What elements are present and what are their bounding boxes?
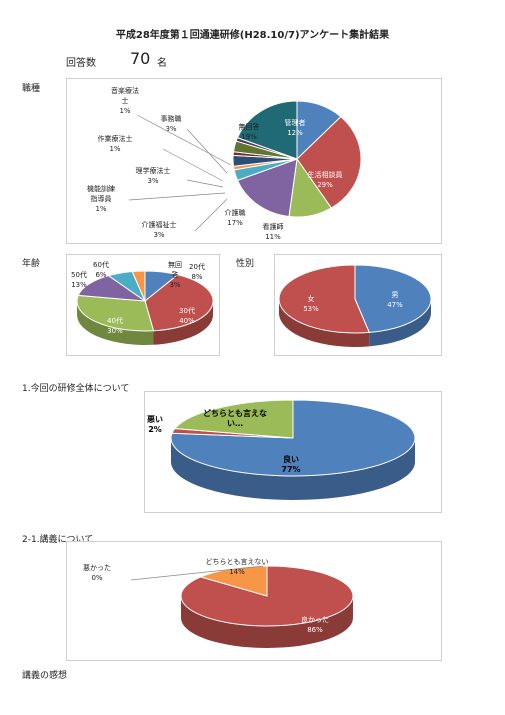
q2-label-0: 良かった 86% <box>301 615 329 634</box>
occupation-leader-6 <box>186 179 224 188</box>
age-label-3: 50代 13% <box>71 270 87 289</box>
age-label-1: 30代 40% <box>179 306 195 325</box>
occupation-label-8: 事務職 3% <box>161 114 182 133</box>
gender-chart-frame: 男 47% 女 53% <box>274 254 442 356</box>
age-slice-5 <box>131 270 146 302</box>
responses-count: 70 <box>130 49 151 68</box>
section-occupation: 職種 <box>22 84 41 94</box>
gender-slice-0 <box>354 264 432 333</box>
section-age: 年齢 <box>22 259 41 269</box>
q2-label-2: どちらとも言えない 14% <box>206 557 269 576</box>
q1-chart-frame: 良い 77% 悪い 2% どちらとも言えない… <box>144 391 442 513</box>
occupation-label-2: 看護師 11% <box>263 222 284 241</box>
q2-label-1: 悪かった 0% <box>83 564 111 582</box>
occupation-leader-8 <box>186 128 228 174</box>
responses-unit: 名 <box>157 58 167 69</box>
occupation-slice-10 <box>236 100 298 160</box>
occupation-pie-chart: 管理者 12% 生活相談員 29% 看護師 11% 介護職 17% 介護福祉士 3% 機能訓練指導員… <box>87 86 362 241</box>
q1-label-0: 良い 77% <box>281 454 300 474</box>
section-q1: 1.今回の研修全体について <box>22 384 130 394</box>
gender-slice-1 <box>278 264 370 334</box>
age-label-4: 60代 6% <box>93 260 109 279</box>
q1-pie-chart: 良い 77% 悪い 2% どちらとも言えない… <box>147 399 416 500</box>
occupation-label-5: 機能訓練指導員 1% <box>87 184 115 213</box>
occupation-label-0: 管理者 12% <box>285 118 306 137</box>
section-impressions: 講義の感想 <box>22 671 68 681</box>
occupation-leader-9 <box>136 114 232 166</box>
occupation-label-9: 音楽療法士 1% <box>111 86 139 115</box>
q2-slice-2 <box>199 565 268 597</box>
q1-side-0 <box>171 438 415 500</box>
occupation-chart-frame: 管理者 12% 生活相談員 29% 看護師 11% 介護職 17% 介護福祉士 3% 機能訓練指導員… <box>66 78 442 244</box>
gender-side-1 <box>279 299 370 347</box>
age-slice-3 <box>77 275 147 302</box>
page-title: 平成28年度第１回通連研修(H28.10/7)アンケート集計結果 <box>115 30 390 41</box>
responses-label: 回答数 <box>66 58 96 69</box>
q2-chart-frame: 良かった 86% 悪かった 0% どちらとも言えない 14% <box>66 541 442 661</box>
q2-leader-1 <box>130 565 264 581</box>
section-q2: 2-1.講義について <box>22 535 94 545</box>
section-gender: 性別 <box>236 259 255 269</box>
occupation-label-1: 生活相談員 29% <box>308 170 343 189</box>
q1-label-2: どちらとも言えない… <box>203 408 267 428</box>
occupation-leader-5 <box>128 192 226 201</box>
occupation-label-6: 理学療法士 3% <box>136 166 171 185</box>
gender-label-0: 男 47% <box>387 291 403 309</box>
occupation-label-7: 作業療法士 1% <box>98 134 133 153</box>
age-side-2 <box>77 301 154 345</box>
occupation-slice-3 <box>236 158 298 218</box>
gender-pie-chart: 男 47% 女 53% <box>278 264 432 347</box>
occupation-leader-4 <box>194 198 228 232</box>
age-label-5: 無回答 3% <box>168 260 182 289</box>
occupation-label-4: 介護福祉士 3% <box>142 220 177 239</box>
age-pie-chart: 20代 8% 30代 40% 40代 30% 50代 13% 60代 6% 無回答 3% <box>71 260 214 345</box>
occupation-label-10: 無回答 19% <box>239 122 260 141</box>
age-slice-1 <box>144 274 214 332</box>
occupation-leader-7 <box>162 148 224 182</box>
q2-pie-chart: 良かった 86% 悪かった 0% どちらとも言えない 14% <box>83 557 354 648</box>
occupation-label-3: 介護職 17% <box>225 208 246 227</box>
gender-side-0 <box>369 299 431 347</box>
q2-side-0 <box>181 596 353 648</box>
age-label-2: 40代 30% <box>107 316 123 335</box>
age-label-0: 20代 8% <box>189 262 205 281</box>
gender-label-1: 女 53% <box>303 294 319 313</box>
q1-slice-2 <box>173 399 294 439</box>
age-side-1 <box>153 301 213 345</box>
occupation-slice-1 <box>296 116 362 209</box>
q2-slice-0 <box>180 565 354 627</box>
age-slice-2 <box>76 294 155 332</box>
age-chart-frame: 20代 8% 30代 40% 40代 30% 50代 13% 60代 6% 無回答 3% <box>66 254 220 356</box>
q1-label-1: 悪い 2% <box>147 415 163 434</box>
